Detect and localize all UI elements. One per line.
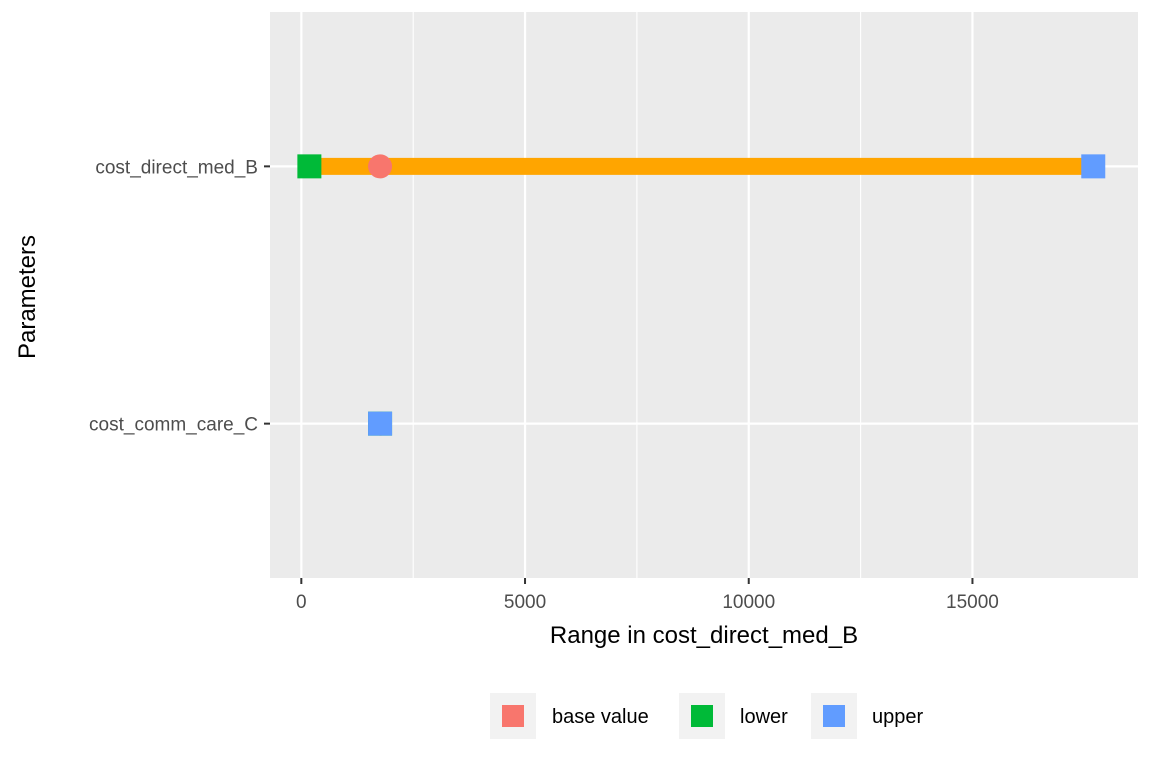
legend-key-square <box>502 705 524 727</box>
axes: 0 5000 10000 15000 cost_direct_med_B cost_com… <box>89 157 999 613</box>
panel-background <box>270 12 1138 578</box>
x-axis-title: Range in cost_direct_med_B <box>550 622 858 649</box>
point-upper <box>368 411 393 436</box>
legend-label: base value <box>552 706 649 728</box>
x-tick-label: 15000 <box>946 592 999 613</box>
point-upper <box>1081 154 1106 179</box>
y-tick-label: cost_direct_med_B <box>95 157 258 178</box>
y-axis-title: Parameters <box>14 235 41 359</box>
point-base-value <box>368 154 393 179</box>
x-tick-label: 10000 <box>722 592 775 613</box>
data-points <box>297 154 1106 436</box>
x-tick-label: 0 <box>296 592 307 613</box>
y-tick-label: cost_comm_care_C <box>89 415 258 436</box>
legend-label: upper <box>872 706 923 728</box>
legend-label: lower <box>740 706 788 728</box>
grid-lines <box>270 12 1138 578</box>
point-lower <box>297 154 322 179</box>
legend: base value lower upper <box>490 693 923 739</box>
legend-key-square <box>691 705 713 727</box>
x-tick-label: 5000 <box>504 592 546 613</box>
legend-key-square <box>823 705 845 727</box>
